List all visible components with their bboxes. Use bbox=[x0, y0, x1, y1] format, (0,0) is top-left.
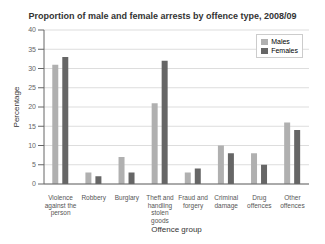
svg-text:30: 30 bbox=[28, 65, 36, 72]
svg-text:Offence group: Offence group bbox=[151, 225, 202, 234]
svg-text:15: 15 bbox=[28, 123, 36, 130]
html-text:Proportion of male and female: Proportion of male and female arrests by… bbox=[28, 11, 297, 21]
svg-text:20: 20 bbox=[28, 103, 36, 110]
svg-text:Theft andhandlingstolengoods: Theft andhandlingstolengoods bbox=[146, 194, 174, 225]
svg-text:0: 0 bbox=[32, 180, 36, 187]
svg-text:Otheroffences: Otheroffences bbox=[280, 194, 305, 209]
svg-text:Robbery: Robbery bbox=[81, 194, 106, 202]
html-text:Males: Males bbox=[271, 38, 290, 45]
svg-text:Drugoffences: Drugoffences bbox=[247, 194, 272, 209]
svg-text:5: 5 bbox=[32, 161, 36, 168]
svg-text:25: 25 bbox=[28, 84, 36, 91]
svg-text:40: 40 bbox=[28, 26, 36, 33]
svg-text:10: 10 bbox=[28, 142, 36, 149]
svg-text:Criminaldamage: Criminaldamage bbox=[214, 194, 238, 210]
svg-text:Fraud andforgery: Fraud andforgery bbox=[178, 194, 208, 210]
svg-text:Percentage: Percentage bbox=[12, 86, 21, 127]
svg-text:35: 35 bbox=[28, 46, 36, 53]
svg-text:Violenceagainst theperson: Violenceagainst theperson bbox=[45, 194, 77, 217]
svg-text:Burglary: Burglary bbox=[115, 194, 140, 202]
html-text:Females: Females bbox=[271, 47, 298, 54]
